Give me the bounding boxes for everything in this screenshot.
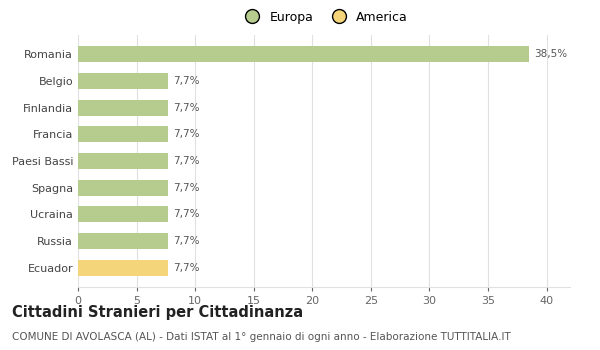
Bar bbox=[78, 73, 168, 89]
Text: 7,7%: 7,7% bbox=[173, 130, 199, 139]
Text: 7,7%: 7,7% bbox=[173, 183, 199, 193]
Text: COMUNE DI AVOLASCA (AL) - Dati ISTAT al 1° gennaio di ogni anno - Elaborazione T: COMUNE DI AVOLASCA (AL) - Dati ISTAT al … bbox=[12, 332, 511, 343]
Bar bbox=[78, 206, 168, 222]
Text: 7,7%: 7,7% bbox=[173, 262, 199, 273]
Bar bbox=[78, 100, 168, 116]
Text: 7,7%: 7,7% bbox=[173, 156, 199, 166]
Bar bbox=[78, 153, 168, 169]
Bar bbox=[78, 180, 168, 196]
Bar bbox=[78, 47, 529, 62]
Text: 7,7%: 7,7% bbox=[173, 236, 199, 246]
Bar bbox=[78, 260, 168, 275]
Bar bbox=[78, 126, 168, 142]
Bar bbox=[78, 233, 168, 249]
Text: 7,7%: 7,7% bbox=[173, 76, 199, 86]
Text: 38,5%: 38,5% bbox=[533, 49, 567, 60]
Legend: Europa, America: Europa, America bbox=[238, 8, 410, 26]
Text: 7,7%: 7,7% bbox=[173, 209, 199, 219]
Text: Cittadini Stranieri per Cittadinanza: Cittadini Stranieri per Cittadinanza bbox=[12, 304, 303, 320]
Text: 7,7%: 7,7% bbox=[173, 103, 199, 113]
